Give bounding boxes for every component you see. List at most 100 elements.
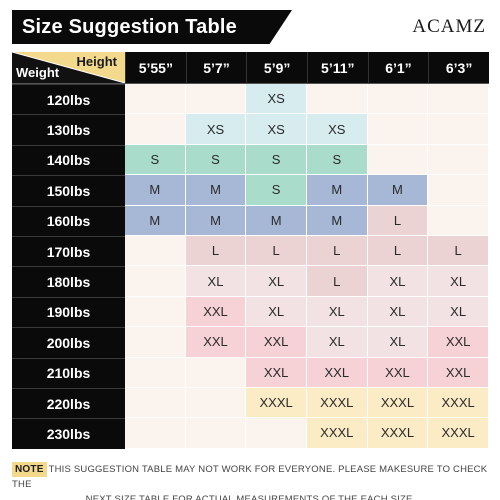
size-cell [428, 84, 489, 115]
size-cell: XXXL [428, 387, 489, 419]
weight-header: 210lbs [12, 357, 125, 388]
weight-axis-label: Weight [16, 65, 60, 80]
size-cell: L [428, 235, 489, 267]
size-cell [125, 418, 186, 449]
note-tag: NOTE [12, 462, 47, 477]
size-cell [246, 418, 307, 449]
size-cell: M [246, 205, 307, 236]
size-cell [185, 418, 247, 449]
weight-header: 190lbs [12, 296, 125, 328]
size-cell [125, 114, 186, 145]
size-cell [428, 114, 489, 145]
weight-header: 200lbs [12, 327, 125, 358]
size-cell [367, 144, 429, 176]
size-cell: XXL [246, 357, 307, 388]
size-cell [125, 296, 186, 328]
size-cell: XXL [428, 327, 489, 358]
size-cell: L [306, 235, 368, 267]
size-cell: L [367, 235, 429, 267]
size-cell: M [125, 205, 186, 236]
size-cell: XXL [185, 327, 247, 358]
size-cell: XS [306, 114, 368, 145]
size-cell: L [367, 205, 429, 236]
size-cell [367, 84, 429, 115]
weight-header: 220lbs [12, 387, 125, 419]
note-line-2: NEXT SIZE TABLE FOR ACTUAL MEASUREMENTS … [85, 494, 416, 500]
size-cell: XXXL [306, 418, 368, 449]
title-banner [12, 10, 292, 44]
size-cell: XXL [306, 357, 368, 388]
size-cell: M [306, 205, 368, 236]
size-cell: XXXL [306, 387, 368, 419]
size-cell [185, 387, 247, 419]
weight-header: 140lbs [12, 144, 125, 176]
weight-header: 120lbs [12, 84, 125, 115]
size-cell: S [246, 144, 307, 176]
size-cell [428, 144, 489, 176]
size-cell: XXL [367, 357, 429, 388]
size-cell: M [306, 175, 368, 206]
size-cell: XL [367, 266, 429, 297]
height-header: 6’3” [428, 52, 489, 84]
size-cell [125, 327, 186, 358]
size-cell: XXL [428, 357, 489, 388]
size-cell: S [185, 144, 247, 176]
size-cell [185, 357, 247, 388]
weight-header: 170lbs [12, 235, 125, 267]
height-header: 5’55” [125, 52, 186, 84]
height-header: 6’1” [367, 52, 429, 84]
size-cell: S [125, 144, 186, 176]
size-cell: M [367, 175, 429, 206]
size-cell: XL [428, 296, 489, 328]
size-cell: M [185, 205, 247, 236]
size-cell: XL [246, 296, 307, 328]
size-cell [125, 266, 186, 297]
size-cell: S [306, 144, 368, 176]
size-cell: XL [306, 327, 368, 358]
weight-header: 130lbs [12, 114, 125, 145]
size-cell: L [185, 235, 247, 267]
size-cell [125, 84, 186, 115]
weight-header: 180lbs [12, 266, 125, 297]
size-cell: M [185, 175, 247, 206]
size-cell: XXXL [246, 387, 307, 419]
size-cell [125, 357, 186, 388]
brand-logo: ACAMZ [412, 16, 486, 37]
note-line-1: THIS SUGGESTION TABLE MAY NOT WORK FOR E… [12, 464, 488, 490]
height-axis-label: Height [76, 54, 117, 69]
size-cell: XL [306, 296, 368, 328]
size-cell: XL [367, 327, 429, 358]
size-cell: XXXL [367, 418, 429, 449]
size-cell: XS [246, 84, 307, 115]
size-cell: L [246, 235, 307, 267]
size-cell: XXXL [367, 387, 429, 419]
height-header: 5’11” [306, 52, 368, 84]
size-cell: XL [246, 266, 307, 297]
size-table: Height Weight 5’55” 5’7” 5’9” 5’11” 6’1” 6’3”… [12, 52, 489, 449]
size-cell [125, 387, 186, 419]
corner-divider [12, 52, 125, 83]
weight-header: 230lbs [12, 418, 125, 449]
size-cell [306, 84, 368, 115]
size-cell: XXXL [428, 418, 489, 449]
height-header: 5’9” [246, 52, 307, 84]
page-title: Size Suggestion Table [22, 16, 237, 38]
size-cell [428, 175, 489, 206]
size-cell: XXL [246, 327, 307, 358]
table-corner: Height Weight [12, 52, 125, 84]
size-cell: XL [185, 266, 247, 297]
weight-header: 160lbs [12, 205, 125, 236]
size-cell [428, 205, 489, 236]
size-cell [185, 84, 247, 115]
note: NOTE THIS SUGGESTION TABLE MAY NOT WORK F… [12, 462, 489, 500]
size-cell: XXL [185, 296, 247, 328]
size-cell: M [125, 175, 186, 206]
size-cell: L [306, 266, 368, 297]
size-cell: XS [246, 114, 307, 145]
weight-header: 150lbs [12, 175, 125, 206]
size-cell: S [246, 175, 307, 206]
size-cell: XL [428, 266, 489, 297]
size-cell [125, 235, 186, 267]
size-cell: XL [367, 296, 429, 328]
size-cell [367, 114, 429, 145]
